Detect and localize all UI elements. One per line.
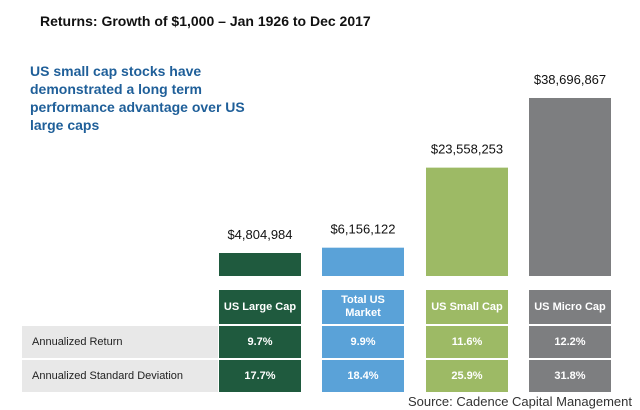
value-label-small-cap: $23,558,253: [431, 142, 503, 157]
callout-text: US small cap stocks have demonstrated a …: [30, 63, 245, 133]
return-value-large-cap: 9.7%: [219, 325, 301, 358]
value-label-large-cap: $4,804,984: [227, 227, 292, 242]
return-value-small-cap: 11.6%: [426, 325, 508, 358]
value-label-total-market: $6,156,122: [330, 222, 395, 237]
stddev-value-small-cap: 25.9%: [426, 359, 508, 392]
category-label-micro-cap: US Micro Cap: [529, 290, 611, 324]
bar-large-cap: [219, 253, 301, 276]
category-label-large-cap: US Large Cap: [219, 290, 301, 324]
row-label-annualized-std-dev: Annualized Standard Deviation: [22, 359, 218, 392]
bar-small-cap: [426, 167, 508, 276]
row-label-annualized-return: Annualized Return: [22, 325, 218, 358]
stddev-value-total-market: 18.4%: [322, 359, 404, 392]
category-label-total-market: Total US Market: [322, 290, 404, 324]
return-value-micro-cap: 12.2%: [529, 325, 611, 358]
stddev-value-micro-cap: 31.8%: [529, 359, 611, 392]
bar-total-market: [322, 247, 404, 276]
return-value-total-market: 9.9%: [322, 325, 404, 358]
bar-chart: $4,804,984 $6,156,122 $23,558,253 $38,696,8…: [219, 72, 611, 276]
value-label-micro-cap: $38,696,867: [534, 72, 606, 87]
stddev-value-large-cap: 17.7%: [219, 359, 301, 392]
chart-title: Returns: Growth of $1,000 – Jan 1926 to …: [40, 13, 371, 29]
bar-micro-cap: [529, 97, 611, 276]
source-note: Source: Cadence Capital Management: [407, 394, 632, 409]
category-label-small-cap: US Small Cap: [426, 290, 508, 324]
